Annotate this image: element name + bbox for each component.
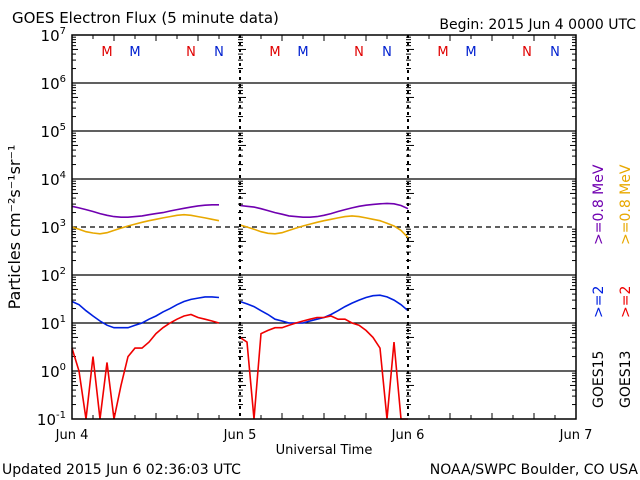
y-tick-label: 105 <box>41 122 66 141</box>
y-tick-label: 107 <box>41 26 66 45</box>
x-tick-label: Jun 6 <box>391 428 425 443</box>
begin-time: Begin: 2015 Jun 4 0000 UTC <box>439 17 636 33</box>
mn-marker: M <box>297 45 308 60</box>
mn-marker: N <box>522 45 532 60</box>
mn-marker: M <box>101 45 112 60</box>
mn-marker: M <box>129 45 140 60</box>
y-tick-label: 101 <box>41 314 66 333</box>
mn-marker: N <box>382 45 392 60</box>
y-tick-label: 103 <box>41 218 66 237</box>
chart-title: GOES Electron Flux (5 minute data) <box>12 9 279 27</box>
x-axis-label: Universal Time <box>276 443 373 458</box>
legend-goes13-hi: >=0.8 MeV <box>618 164 634 245</box>
series-line-3 <box>71 313 408 420</box>
series-line-1 <box>71 213 409 239</box>
mn-marker: M <box>269 45 280 60</box>
mn-marker: N <box>354 45 364 60</box>
series-line-0 <box>71 202 409 218</box>
y-tick-label: 104 <box>41 170 66 189</box>
y-tick-label: 106 <box>41 74 66 93</box>
mn-marker: N <box>186 45 196 60</box>
y-tick-label: 102 <box>41 266 66 285</box>
mn-marker: M <box>465 45 476 60</box>
y-tick-label: 100 <box>41 362 66 381</box>
x-tick-label: Jun 4 <box>55 428 89 443</box>
legend-goes15-hi: >=0.8 MeV <box>591 164 607 245</box>
plot-frame <box>71 34 577 420</box>
mn-marker: N <box>214 45 224 60</box>
legend-goes15-lo: >=2 <box>591 286 607 318</box>
x-tick-label: Jun 5 <box>223 428 257 443</box>
credit: NOAA/SWPC Boulder, CO USA <box>430 462 639 478</box>
legend-goes13: GOES13 <box>618 351 634 408</box>
legend-goes13-lo: >=2 <box>618 286 634 318</box>
x-tick-label: Jun 7 <box>559 428 593 443</box>
updated-time: Updated 2015 Jun 6 02:36:03 UTC <box>2 462 241 478</box>
y-axis-label: Particles cm⁻²s⁻¹sr⁻¹ <box>5 145 24 310</box>
mn-marker: N <box>550 45 560 60</box>
mn-marker: M <box>437 45 448 60</box>
legend-goes15: GOES15 <box>591 351 607 408</box>
y-tick-label: 10-1 <box>37 410 66 429</box>
